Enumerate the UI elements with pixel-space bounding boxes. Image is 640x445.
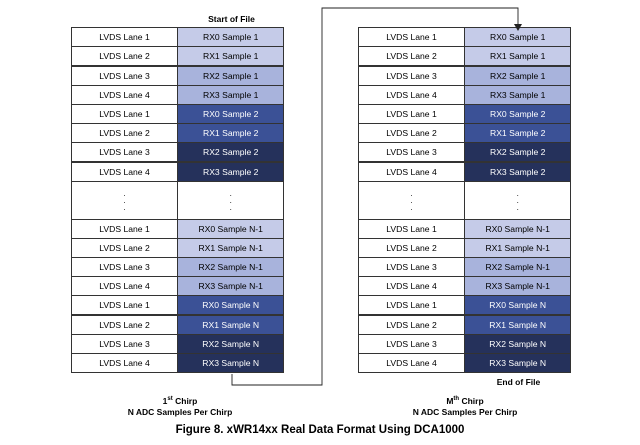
ellipsis-dot: . — [229, 188, 232, 198]
table-row: LVDS Lane 3 RX2 Sample 2 — [358, 142, 572, 163]
mth-chirp-table: LVDS Lane 1 RX0 Sample 1 LVDS Lane 2 RX1 Sa… — [358, 27, 572, 373]
mth-chirp-suffix: th — [453, 396, 460, 402]
start-of-file-label: Start of File — [208, 14, 255, 24]
mth-chirp-caption: Mth Chirp N ADC Samples Per Chirp — [385, 394, 545, 418]
ellipsis-row: ...... — [71, 180, 285, 220]
ellipsis-dot: . — [123, 188, 126, 198]
connector-path — [231, 7, 519, 386]
first-chirp-number: 1 — [162, 395, 168, 406]
table-row: LVDS Lane 3 RX2 Sample 2 — [71, 142, 285, 163]
figure-caption: Figure 8. xWR14xx Real Data Format Using… — [175, 424, 465, 436]
sample-cell: RX2 Sample 2 — [464, 142, 572, 163]
table-row: LVDS Lane 1 RX0 Sample 2 — [358, 103, 572, 124]
sample-cell: RX3 Sample N — [464, 353, 572, 373]
table-row: LVDS Lane 2 RX1 Sample N — [358, 314, 572, 335]
mth-chirp-samples: N ADC Samples Per Chirp — [412, 406, 518, 417]
ellipsis-dot: . — [123, 195, 126, 205]
first-chirp-samples: N ADC Samples Per Chirp — [127, 406, 233, 417]
table-row: LVDS Lane 4 RX3 Sample 2 — [358, 161, 572, 182]
table-row: LVDS Lane 3 RX2 Sample N — [358, 333, 572, 354]
table-row: LVDS Lane 4 RX3 Sample N — [358, 353, 572, 373]
first-chirp-caption: 1st Chirp N ADC Samples Per Chirp — [100, 394, 260, 418]
table-row: LVDS Lane 2 RX1 Sample N — [71, 314, 285, 335]
ellipsis-dot: . — [229, 202, 232, 212]
table-row: LVDS Lane 4 RX3 Sample N-1 — [71, 276, 285, 297]
ellipsis-dot: . — [123, 202, 126, 212]
ellipsis-cell: ... — [358, 180, 465, 220]
ellipsis-row: ...... — [358, 180, 572, 220]
connector-arrowhead — [514, 24, 522, 31]
end-of-file-label: End of File — [496, 377, 541, 387]
ellipsis-dot: . — [229, 195, 232, 205]
ellipsis-dot: . — [410, 195, 413, 205]
first-chirp-word: Chirp — [172, 395, 198, 406]
ellipsis-cell: ... — [177, 180, 285, 220]
sample-cell: RX3 Sample N — [177, 353, 285, 373]
ellipsis-dot: . — [516, 195, 519, 205]
table-row: LVDS Lane 4 RX3 Sample N-1 — [358, 276, 572, 297]
table-row: LVDS Lane 2 RX1 Sample 2 — [358, 123, 572, 144]
mth-chirp-word: Chirp — [459, 395, 484, 406]
ellipsis-dot: . — [410, 188, 413, 198]
mth-chirp-letter: M — [446, 395, 454, 406]
table-row: LVDS Lane 3 RX2 Sample 1 — [358, 65, 572, 86]
table-row: LVDS Lane 3 RX2 Sample N — [71, 333, 285, 354]
ellipsis-dot: . — [516, 202, 519, 212]
table-row: LVDS Lane 3 RX2 Sample 1 — [71, 65, 285, 86]
table-row: LVDS Lane 1 RX0 Sample 1 — [71, 27, 285, 48]
first-chirp-table: LVDS Lane 1 RX0 Sample 1 LVDS Lane 2 RX1 Sa… — [71, 27, 285, 373]
ellipsis-dot: . — [410, 202, 413, 212]
ellipsis-dot: . — [516, 188, 519, 198]
table-row: LVDS Lane 4 RX3 Sample N — [71, 353, 285, 373]
table-row: LVDS Lane 2 RX1 Sample 2 — [71, 123, 285, 144]
table-row: LVDS Lane 1 RX0 Sample 2 — [71, 103, 285, 124]
lane-cell: LVDS Lane 4 — [358, 353, 465, 373]
first-chirp-suffix: st — [167, 396, 173, 402]
